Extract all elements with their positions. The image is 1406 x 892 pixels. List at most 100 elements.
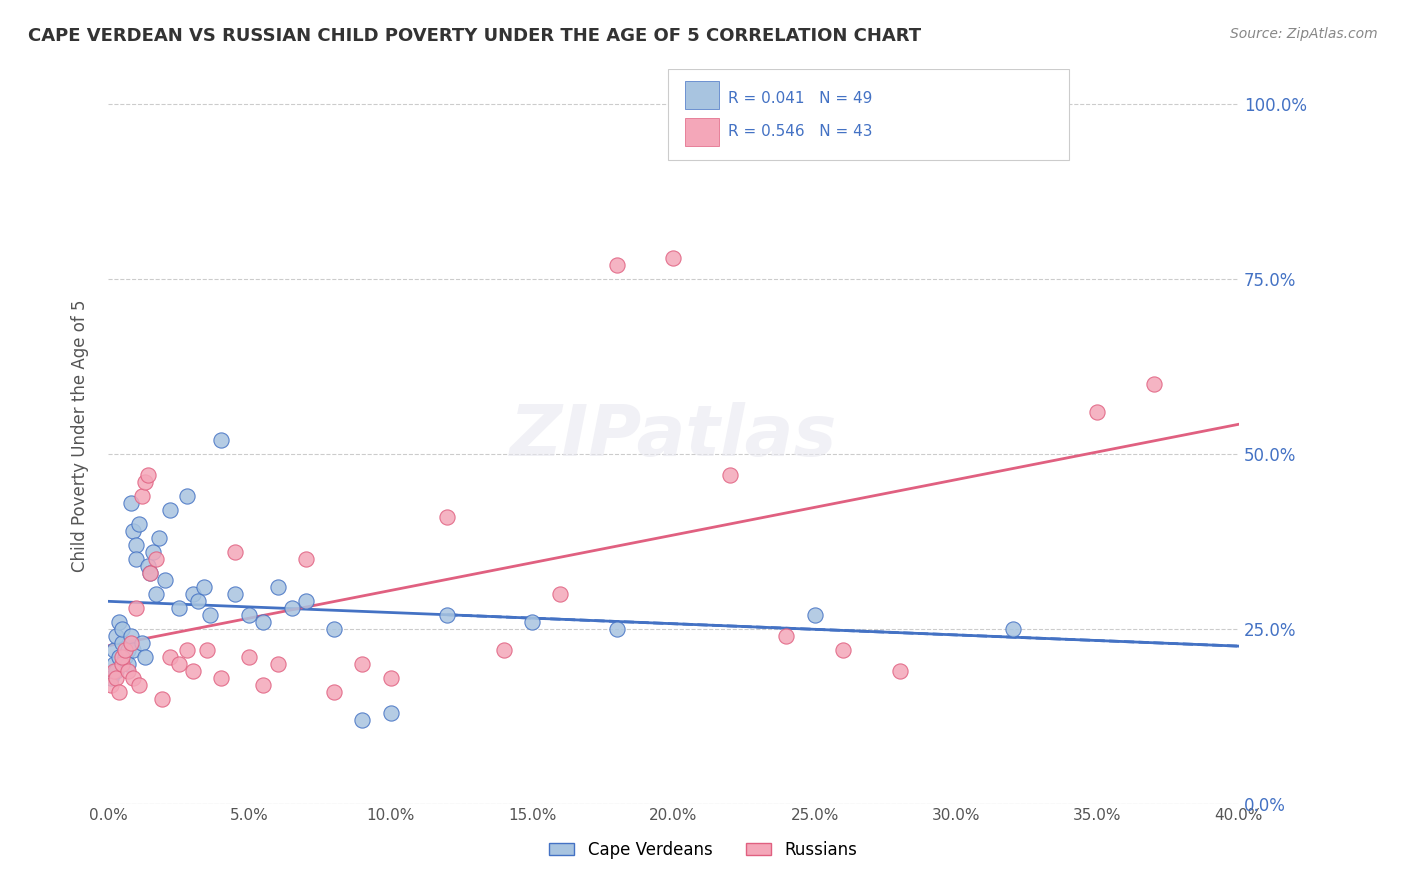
Point: [128, 677, 150, 691]
Point: [1087, 404, 1109, 418]
Point: [103, 664, 125, 678]
Point: [136, 558, 159, 573]
Text: CAPE VERDEAN VS RUSSIAN CHILD POVERTY UNDER THE AGE OF 5 CORRELATION CHART: CAPE VERDEAN VS RUSSIAN CHILD POVERTY UN…: [28, 27, 921, 45]
Point: [120, 629, 142, 643]
Point: [100, 671, 122, 685]
Point: [153, 573, 176, 587]
Point: [108, 649, 131, 664]
Point: [1143, 376, 1166, 391]
Point: [224, 544, 246, 558]
Point: [238, 607, 260, 622]
Point: [125, 538, 148, 552]
Text: R = 0.041   N = 49: R = 0.041 N = 49: [728, 91, 872, 105]
Point: [131, 635, 153, 649]
Point: [436, 509, 458, 524]
Point: [167, 600, 190, 615]
Point: [117, 657, 139, 671]
Point: [134, 475, 156, 489]
Point: [718, 467, 741, 482]
Point: [252, 677, 274, 691]
Point: [436, 607, 458, 622]
Point: [114, 642, 136, 657]
Point: [198, 607, 221, 622]
Point: [520, 615, 543, 629]
Point: [150, 691, 173, 706]
Point: [111, 622, 134, 636]
Point: [117, 664, 139, 678]
Point: [380, 706, 402, 720]
Point: [181, 664, 204, 678]
Point: [111, 649, 134, 664]
Point: [209, 671, 232, 685]
Legend: Cape Verdeans, Russians: Cape Verdeans, Russians: [543, 835, 863, 866]
Point: [266, 580, 288, 594]
Point: [100, 677, 122, 691]
Point: [159, 649, 181, 664]
Point: [148, 531, 170, 545]
Point: [252, 615, 274, 629]
Point: [832, 642, 855, 657]
Point: [266, 657, 288, 671]
Point: [145, 586, 167, 600]
FancyBboxPatch shape: [685, 81, 718, 109]
Point: [662, 251, 685, 265]
Point: [139, 566, 162, 580]
Point: [352, 713, 374, 727]
Point: [1001, 622, 1024, 636]
Point: [122, 524, 145, 538]
Point: [108, 615, 131, 629]
Point: [176, 489, 198, 503]
Point: [889, 664, 911, 678]
Point: [295, 551, 318, 566]
Point: [550, 586, 572, 600]
Point: [295, 593, 318, 607]
Text: ZIPatlas: ZIPatlas: [510, 401, 837, 471]
Point: [209, 433, 232, 447]
Point: [117, 642, 139, 657]
Point: [103, 642, 125, 657]
Point: [167, 657, 190, 671]
FancyBboxPatch shape: [685, 118, 718, 145]
Point: [122, 642, 145, 657]
Point: [176, 642, 198, 657]
Text: R = 0.546   N = 43: R = 0.546 N = 43: [702, 131, 859, 149]
Y-axis label: Child Poverty Under the Age of 5: Child Poverty Under the Age of 5: [72, 300, 89, 573]
Point: [606, 622, 628, 636]
Point: [775, 629, 797, 643]
Point: [114, 649, 136, 664]
Point: [111, 635, 134, 649]
Point: [606, 258, 628, 272]
Point: [492, 642, 515, 657]
Point: [131, 489, 153, 503]
Point: [103, 657, 125, 671]
Point: [105, 671, 128, 685]
Point: [145, 551, 167, 566]
Point: [142, 544, 165, 558]
Point: [105, 629, 128, 643]
Point: [323, 684, 346, 698]
Point: [224, 586, 246, 600]
Point: [159, 502, 181, 516]
Point: [128, 516, 150, 531]
Point: [125, 551, 148, 566]
Point: [803, 607, 825, 622]
Point: [280, 600, 302, 615]
Point: [111, 657, 134, 671]
Point: [120, 635, 142, 649]
Point: [139, 566, 162, 580]
Point: [108, 684, 131, 698]
Text: Source: ZipAtlas.com: Source: ZipAtlas.com: [1230, 27, 1378, 41]
Point: [105, 664, 128, 678]
Point: [134, 649, 156, 664]
Point: [122, 671, 145, 685]
Point: [125, 600, 148, 615]
Text: R = 0.041   N = 49: R = 0.041 N = 49: [702, 95, 859, 112]
Text: R = 0.546   N = 43: R = 0.546 N = 43: [728, 124, 872, 138]
Point: [136, 467, 159, 482]
Point: [352, 657, 374, 671]
Point: [187, 593, 209, 607]
Point: [380, 671, 402, 685]
Point: [195, 642, 218, 657]
Point: [323, 622, 346, 636]
Point: [181, 586, 204, 600]
